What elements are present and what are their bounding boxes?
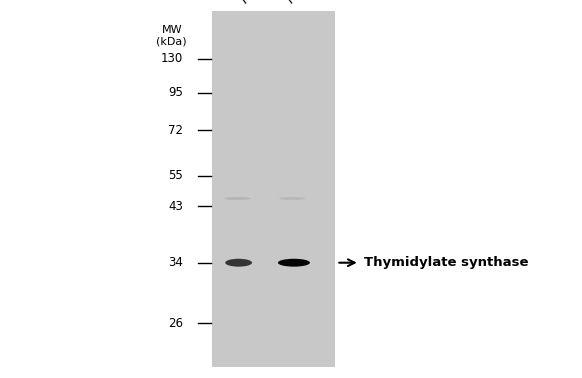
Text: 34: 34	[168, 256, 183, 269]
Ellipse shape	[224, 197, 250, 200]
Text: PG-4: PG-4	[285, 0, 315, 6]
Bar	[212, 11, 335, 367]
Text: Thymidylate synthase: Thymidylate synthase	[364, 256, 528, 269]
Text: 43: 43	[168, 200, 183, 212]
Ellipse shape	[225, 259, 252, 266]
Text: MW
(kDa): MW (kDa)	[157, 25, 187, 46]
Text: 130: 130	[161, 52, 183, 65]
Ellipse shape	[278, 259, 310, 266]
Ellipse shape	[279, 197, 305, 200]
Text: 72: 72	[168, 124, 183, 137]
Text: 55: 55	[169, 169, 183, 182]
Text: 26: 26	[168, 317, 183, 330]
Text: MDCK: MDCK	[238, 0, 274, 6]
Text: 95: 95	[168, 86, 183, 99]
